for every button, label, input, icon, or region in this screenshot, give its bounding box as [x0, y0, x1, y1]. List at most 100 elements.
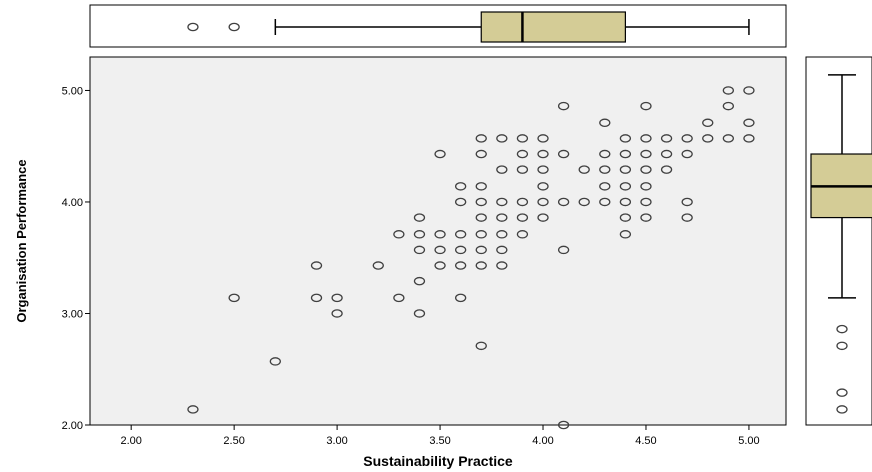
- x-tick-label: 4.50: [635, 435, 656, 447]
- scatter-point: [537, 134, 549, 143]
- scatter-point: [475, 261, 487, 270]
- scatter-point: [516, 213, 529, 222]
- scatter-point: [434, 230, 446, 239]
- scatter-point: [434, 245, 446, 255]
- scatter-point: [310, 293, 323, 303]
- scatter-point: [578, 197, 590, 207]
- scatter-point: [743, 86, 755, 95]
- scatter-point: [475, 134, 487, 143]
- scatter-point: [413, 245, 426, 255]
- x-tick-label: 3.50: [429, 435, 450, 447]
- scatter-point: [475, 230, 487, 239]
- scatter-point: [331, 309, 343, 318]
- scatter-point: [557, 420, 570, 430]
- scatter-point: [640, 134, 652, 143]
- scatter-point: [743, 118, 755, 128]
- scatter-point: [537, 149, 549, 159]
- y-box-outlier: [836, 388, 848, 397]
- scatter-point: [619, 149, 632, 159]
- scatter-point: [619, 182, 632, 191]
- scatter-point: [599, 197, 611, 207]
- scatter-point: [516, 197, 529, 207]
- y-box-outlier: [836, 405, 848, 414]
- y-axis: 2.00 3.00 4.00 5.00: [62, 85, 90, 432]
- x-tick-label: 2.00: [120, 435, 141, 447]
- x-box-outlier: [228, 22, 240, 32]
- scatter-point: [640, 182, 652, 191]
- scatter-point: [496, 245, 508, 255]
- scatter-points: [187, 86, 755, 430]
- x-axis: 2.00 2.50 3.00 3.50 4.00 4.50 5.00: [120, 425, 760, 447]
- scatter-point: [557, 101, 570, 111]
- right-boxplot: [810, 74, 872, 414]
- scatter-point: [496, 261, 508, 270]
- scatter-point: [557, 245, 570, 255]
- y-tick-label: 2.00: [62, 420, 83, 432]
- scatter-point: [619, 165, 632, 174]
- scatter-point: [228, 293, 240, 303]
- y-axis-title: Organisation Performance: [14, 159, 29, 322]
- scatter-point: [372, 261, 384, 270]
- scatter-point: [455, 230, 467, 239]
- scatter-point: [557, 197, 570, 207]
- scatter-point: [599, 165, 611, 174]
- scatter-point: [475, 182, 487, 191]
- scatter-point: [537, 165, 549, 174]
- scatter-point: [413, 309, 426, 318]
- scatter-point: [722, 134, 734, 143]
- scatter-point: [475, 197, 487, 207]
- y-tick-label: 5.00: [62, 85, 83, 97]
- scatter-point: [455, 245, 467, 255]
- scatter-point: [455, 293, 467, 303]
- scatter-point: [475, 245, 487, 255]
- scatter-point: [475, 213, 487, 222]
- y-tick-label: 3.00: [62, 308, 83, 320]
- x-tick-label: 3.00: [326, 435, 347, 447]
- scatter-point: [640, 197, 652, 207]
- scatter-point: [516, 149, 529, 159]
- scatter-point: [619, 197, 632, 207]
- scatter-point: [413, 276, 426, 286]
- top-boxplot-panel: [89, 4, 787, 48]
- scatter-point: [702, 118, 714, 128]
- scatter-point: [640, 101, 652, 111]
- scatter-point: [393, 230, 405, 239]
- scatter-point: [681, 149, 693, 159]
- y-box-outlier: [836, 324, 848, 334]
- scatter-point: [413, 213, 426, 222]
- scatter-point: [640, 213, 652, 222]
- scatter-point: [496, 134, 508, 143]
- scatter-point: [537, 182, 549, 191]
- scatter-point: [496, 165, 508, 174]
- scatter-point: [475, 149, 487, 159]
- scatter-point: [681, 197, 693, 207]
- top-boxplot: [187, 11, 750, 43]
- scatter-point: [413, 230, 426, 239]
- scatter-point: [269, 357, 281, 366]
- scatter-point: [743, 134, 755, 143]
- scatter-point: [640, 165, 652, 174]
- scatter-point: [516, 230, 529, 239]
- scatter-point: [599, 118, 611, 128]
- scatter-point: [619, 134, 632, 143]
- scatter-point: [660, 149, 673, 159]
- scatter-point: [702, 134, 714, 143]
- scatter-point: [496, 213, 508, 222]
- scatter-point: [434, 149, 446, 159]
- scatter-point: [496, 197, 508, 207]
- scatter-point: [537, 197, 549, 207]
- scatter-point: [722, 86, 734, 95]
- scatter-point: [599, 149, 611, 159]
- scatter-point: [660, 134, 673, 143]
- x-tick-label: 5.00: [738, 435, 759, 447]
- scatter-point: [516, 134, 529, 143]
- y-tick-label: 4.00: [62, 197, 83, 209]
- x-tick-label: 4.00: [532, 435, 553, 447]
- scatter-point: [455, 261, 467, 270]
- scatter-point: [619, 230, 632, 239]
- scatter-point: [681, 213, 693, 222]
- scatter-point: [537, 213, 549, 222]
- scatter-point: [393, 293, 405, 303]
- scatter-point: [660, 165, 673, 174]
